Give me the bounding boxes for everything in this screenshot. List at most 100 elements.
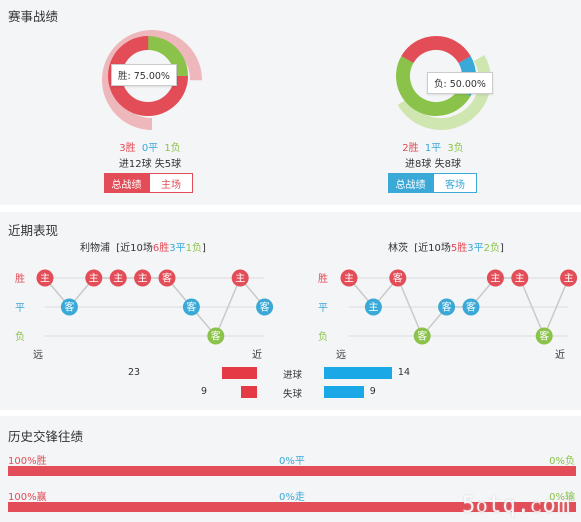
left-match-dot-7: [207, 327, 225, 345]
right-summary-prefix: [近10场: [414, 243, 451, 254]
right-summary-losses: 2负: [483, 243, 500, 254]
right-goals-summary: 进8球 失8球: [405, 159, 461, 170]
left-team-name: 利物浦: [80, 243, 110, 254]
h2h-result-bar: [8, 466, 576, 476]
record-title: 赛事战绩: [8, 9, 59, 24]
right-match-dot-4: [438, 298, 456, 316]
left-wdl-summary: 3胜 0平 1负: [110, 139, 190, 154]
right-match-venue-0: 主: [344, 273, 354, 285]
right-donut-tooltip: 负: 50.00%: [427, 72, 493, 94]
left-match-venue-6: 客: [186, 301, 196, 314]
right-match-venue-4: 客: [442, 301, 452, 314]
left-summary-draws: 3平: [169, 243, 186, 254]
right-away-button[interactable]: 客场: [433, 173, 477, 193]
right-match-venue-7: 主: [515, 273, 525, 285]
h2h-win-pct: 100%胜: [8, 456, 47, 467]
left-win-count: 3胜: [119, 143, 136, 154]
right-match-dot-5: [462, 298, 480, 316]
left-donut-hover-halo: [102, 30, 202, 130]
head-to-head-title: 历史交锋往绩: [8, 429, 84, 444]
left-summary-wins: 6胜: [152, 243, 170, 254]
record-section: 赛事战绩 胜: 75.00% 3胜 0平 1负 进12球 失5球 总战绩 主场 …: [0, 0, 581, 205]
h2h-loss-pct: 0%负: [549, 456, 575, 467]
right-win-count: 2胜: [402, 143, 419, 154]
left-form-line: [44, 276, 266, 338]
right-match-venue-8: 客: [539, 330, 549, 343]
right-goals-for-bar: [324, 367, 392, 379]
right-match-venue-6: 主: [490, 273, 500, 285]
left-match-venue-8: 主: [235, 273, 245, 285]
right-match-venue-9: 主: [564, 273, 574, 285]
right-match-venue-1: 主: [368, 302, 378, 314]
right-match-dot-3: [413, 327, 431, 345]
right-summary-draws: 3平: [467, 243, 484, 254]
left-axis-draw-label: 平: [15, 303, 25, 314]
right-record-toggle: 总战绩 客场: [388, 173, 477, 193]
right-wdl-summary: 2胜 1平 3负: [393, 139, 473, 154]
left-axis-loss-label: 负: [15, 330, 25, 343]
left-summary-suffix: ]: [201, 243, 206, 254]
right-match-venue-3: 客: [417, 330, 427, 343]
right-goals-against-value: 9: [369, 386, 376, 397]
right-draw-count: 1平: [424, 143, 442, 154]
right-near-label: 近: [555, 348, 565, 361]
left-goals-summary: 进12球 失5球: [118, 159, 182, 170]
left-match-venue-9: 客: [260, 301, 270, 314]
left-match-venue-1: 客: [64, 301, 74, 314]
left-match-venue-0: 主: [40, 273, 50, 285]
left-summary-prefix: [近10场: [116, 243, 153, 254]
right-match-dot-0: [340, 269, 358, 287]
right-all-record-button[interactable]: 总战绩: [388, 173, 433, 193]
site-watermark-logo: 5ᴏtq.ᴄom: [462, 493, 571, 518]
left-goals-for-value: 23: [128, 367, 141, 378]
left-match-dot-6: [182, 298, 200, 316]
right-axis-draw-label: 平: [318, 303, 328, 314]
left-match-dot-3: [109, 269, 127, 287]
left-goals-for-bar: [222, 367, 257, 379]
left-summary-losses: 1负: [185, 243, 202, 254]
right-match-dot-2: [389, 269, 407, 287]
right-summary-suffix: ]: [499, 243, 504, 254]
recent-form-section: 近期表现 利物浦 [近10场6胜3平1负] 林茨 [近10场5胜3平2负] 胜平…: [0, 212, 581, 410]
h2h-handicap-loss-pct: 0%输: [549, 492, 575, 503]
left-goals-against-value: 9: [201, 386, 208, 397]
left-record-toggle: 总战绩 主场: [104, 173, 193, 193]
left-match-dot-8: [231, 269, 249, 287]
left-match-dot-4: [134, 269, 152, 287]
left-donut-tooltip: 胜: 75.00%: [111, 64, 177, 86]
right-goals-against-bar: [324, 386, 364, 398]
goals-for-label: 进球: [283, 370, 303, 381]
left-loss-count: 1负: [164, 143, 181, 154]
h2h-handicap-win-pct: 100%赢: [8, 492, 47, 503]
right-match-venue-2: 客: [393, 272, 403, 285]
left-match-dot-0: [36, 269, 54, 287]
left-match-venue-3: 主: [113, 273, 123, 285]
left-goals-against-bar: [241, 386, 257, 398]
left-home-button[interactable]: 主场: [149, 173, 193, 193]
right-match-dot-8: [535, 327, 553, 345]
right-team-form-header: 林茨 [近10场5胜3平2负]: [388, 239, 504, 254]
right-goals-for-value: 14: [397, 367, 410, 378]
left-match-dot-9: [256, 298, 274, 316]
head-to-head-section: 历史交锋往绩 100%胜 0%平 0%负 100%赢 0%走 0%输 5ᴏtq.…: [0, 416, 581, 522]
right-match-dot-7: [511, 269, 529, 287]
right-axis-loss-label: 负: [318, 330, 328, 343]
right-far-label: 远: [336, 349, 346, 361]
left-all-record-button[interactable]: 总战绩: [104, 173, 149, 193]
h2h-draw-pct: 0%平: [279, 456, 305, 467]
left-axis-win-label: 胜: [15, 273, 25, 285]
left-match-venue-4: 主: [138, 273, 148, 285]
left-team-form-header: 利物浦 [近10场6胜3平1负]: [80, 239, 206, 254]
right-loss-count: 3负: [447, 143, 464, 154]
left-draw-count: 0平: [141, 143, 159, 154]
right-summary-wins: 5胜: [450, 243, 468, 254]
h2h-handicap-push-pct: 0%走: [279, 492, 305, 503]
recent-form-title: 近期表现: [8, 223, 59, 238]
recent-form-chart: 胜平负主客主主主客客客主客远 近胜平负主主客客客 客主 主客主远近: [15, 269, 578, 361]
left-match-venue-5: 客: [162, 272, 172, 285]
left-far-label: 远: [33, 349, 43, 361]
right-donut-win-slice[interactable]: [391, 31, 481, 121]
left-match-dot-1: [60, 298, 78, 316]
right-team-name: 林茨: [388, 243, 408, 254]
left-near-label: 近: [252, 348, 262, 361]
